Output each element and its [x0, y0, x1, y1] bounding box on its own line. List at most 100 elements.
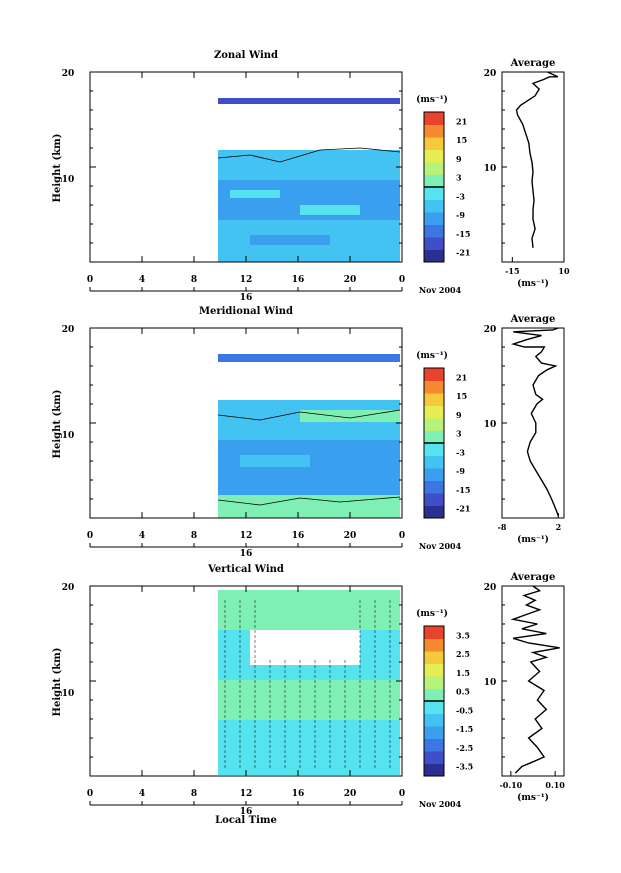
- heatmap-band-mid: [218, 680, 400, 720]
- colorbar-swatch: [424, 368, 444, 381]
- y-tick-label: 20: [62, 69, 75, 79]
- x-tick-label: 20: [344, 275, 357, 285]
- heatmap-contour: [217, 409, 401, 421]
- x-tick-label: 20: [344, 789, 357, 799]
- heatmap-patch: [300, 410, 400, 422]
- heatmap-patch: [300, 205, 360, 215]
- colorbar-tick-label: -9: [456, 466, 465, 476]
- colorbar-tick-label: -15: [456, 485, 470, 495]
- colorbar-tick-label: 21: [456, 116, 467, 126]
- x-tick-label: 12: [240, 531, 253, 541]
- day-label: 16: [240, 807, 253, 817]
- heatmap-area: [217, 98, 401, 262]
- heatmap-band-upper: [218, 98, 400, 104]
- x-tick-label: 4: [139, 531, 145, 541]
- panel-meridional-wind: Meridional Wind 20 10 Height (km) 0 4 8 12 1…: [52, 306, 565, 559]
- average-title: Average: [510, 314, 556, 325]
- average-unit-label: (ms⁻¹): [517, 278, 549, 289]
- heatmap-contour: [224, 600, 391, 770]
- average-x-tick-label: 10: [558, 266, 570, 276]
- heatmap-area: [218, 590, 400, 775]
- colorbar-swatch: [424, 688, 444, 702]
- average-profile-line: [510, 585, 560, 774]
- panel-title: Meridional Wind: [199, 306, 293, 317]
- average-y-tick-label: 20: [484, 325, 497, 335]
- colorbar-tick-label: 1.5: [456, 668, 470, 678]
- colorbar-swatch: [424, 174, 444, 188]
- x-tick-label: 12: [240, 789, 253, 799]
- colorbar-swatch: [424, 763, 444, 777]
- date-label: Nov 2004: [419, 799, 462, 809]
- x-tick-label: 8: [191, 531, 197, 541]
- average-y-tick-label: 20: [484, 69, 497, 79]
- y-axis-label: Height (km): [52, 390, 63, 459]
- colorbar-swatch: [424, 713, 444, 727]
- colorbar-swatch: [424, 726, 444, 739]
- colorbar-swatch: [424, 738, 444, 752]
- colorbar-tick-label: -1.5: [456, 724, 473, 734]
- colorbar-swatch: [424, 199, 444, 213]
- colorbar-tick-label: 2.5: [456, 649, 470, 659]
- heatmap-band-upper: [218, 590, 400, 630]
- colorbar-swatch: [424, 237, 444, 250]
- x-tick-label: 16: [292, 275, 305, 285]
- heatmap-band-upper: [218, 354, 400, 362]
- colorbar-tick-label: -3: [456, 191, 465, 201]
- colorbar-swatch: [424, 249, 444, 263]
- colorbar-tick-label: -0.5: [456, 705, 473, 715]
- colorbar-swatch: [424, 443, 444, 456]
- colorbar-swatch: [424, 162, 444, 175]
- average-x-tick-label: -0.10: [499, 780, 522, 790]
- x-tick-label: 8: [191, 275, 197, 285]
- colorbar-swatch: [424, 418, 444, 431]
- colorbar-swatch: [424, 405, 444, 419]
- y-axis-label: Height (km): [52, 134, 63, 203]
- date-label: Nov 2004: [419, 541, 462, 551]
- colorbar-swatch: [424, 663, 444, 677]
- average-x-tick-label: -8: [498, 522, 507, 532]
- colorbar-tick-label: 9: [456, 410, 462, 420]
- x-tick-label: 0: [399, 275, 405, 285]
- colorbar-tick-label: 15: [456, 391, 467, 401]
- y-tick-label: 10: [62, 431, 75, 441]
- average-y-tick-label: 10: [484, 164, 497, 174]
- colorbar-swatch: [424, 455, 444, 469]
- colorbar-swatch: [424, 701, 444, 714]
- average-x-tick-label: 0.10: [545, 780, 565, 790]
- colorbar-swatch: [424, 480, 444, 494]
- colorbar-swatch: [424, 112, 444, 125]
- average-x-tick-label: -15: [505, 266, 519, 276]
- x-tick-label: 20: [344, 531, 357, 541]
- average-unit-label: (ms⁻¹): [517, 534, 549, 545]
- colorbar-unit: (ms⁻¹): [416, 350, 448, 361]
- x-tick-label: 8: [191, 789, 197, 799]
- colorbar-swatch: [424, 468, 444, 481]
- colorbar-swatch: [424, 149, 444, 163]
- heatmap-patch: [240, 455, 310, 467]
- colorbar-tick-label: 21: [456, 372, 467, 382]
- x-tick-label: 0: [399, 531, 405, 541]
- heatmap-band-low: [218, 495, 400, 518]
- colorbar-tick-label: 0.5: [456, 687, 470, 697]
- colorbar-tick-label: 3.5: [456, 630, 470, 640]
- y-tick-label: 20: [62, 583, 75, 593]
- average-title: Average: [510, 572, 556, 583]
- colorbar-unit: (ms⁻¹): [416, 94, 448, 105]
- average-profile-line: [515, 71, 559, 248]
- colorbar-swatch: [424, 493, 444, 506]
- colorbar-tick-label: 3: [456, 173, 462, 183]
- average-y-tick-label: 20: [484, 583, 497, 593]
- heatmap-area: [217, 354, 401, 518]
- panel-zonal-wind: Zonal Wind 20 10 Height (km) 0 4 8 12 16 20 0 …: [52, 50, 570, 303]
- average-unit-label: (ms⁻¹): [517, 792, 549, 803]
- colorbar-tick-label: 15: [456, 135, 467, 145]
- heatmap-band-mid: [218, 440, 400, 495]
- x-tick-label: 4: [139, 789, 145, 799]
- y-axis-label: Height (km): [52, 648, 63, 717]
- heatmap-band-high: [218, 150, 400, 180]
- colorbar-tick-label: 9: [456, 154, 462, 164]
- x-tick-label: 0: [87, 531, 93, 541]
- panel-vertical-wind: Vertical Wind 20 10 Height (km) 0 4 8 12 16 2…: [52, 564, 565, 826]
- panel-title: Vertical Wind: [207, 564, 284, 575]
